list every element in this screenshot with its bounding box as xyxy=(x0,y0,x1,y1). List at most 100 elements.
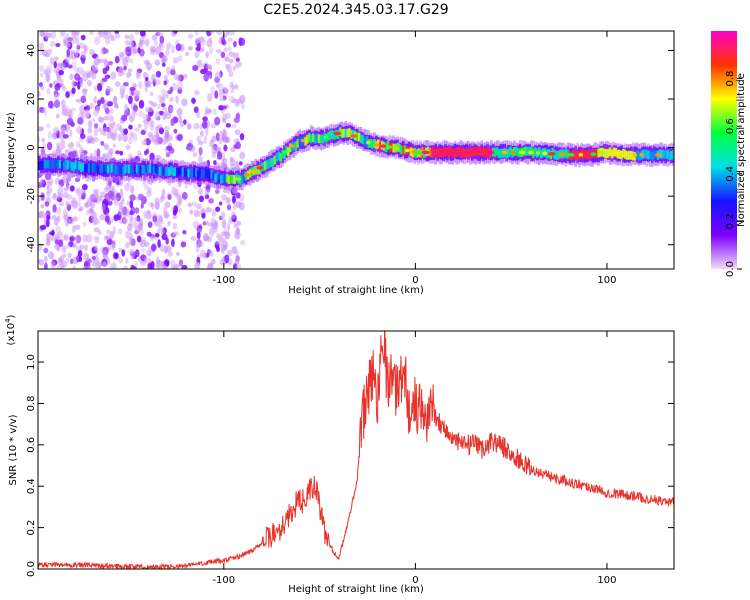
spectrogram-frame xyxy=(37,30,675,270)
noise-blob xyxy=(196,203,202,210)
noise-blob xyxy=(72,243,77,249)
ridge-cell xyxy=(129,165,133,175)
noise-blob xyxy=(53,132,58,138)
ridge-cell xyxy=(41,160,45,170)
noise-blob xyxy=(173,205,179,214)
noise-blob xyxy=(75,201,81,208)
noise-blob xyxy=(122,217,129,225)
noise-blob xyxy=(97,99,101,107)
noise-blob xyxy=(137,110,144,117)
ridge-cell xyxy=(105,163,108,173)
ridge-cell xyxy=(174,167,177,176)
noise-blob xyxy=(172,222,178,230)
noise-blob xyxy=(133,92,140,100)
ridge-cell xyxy=(298,136,302,146)
noise-blob xyxy=(158,31,164,37)
ridge-cell xyxy=(628,150,631,160)
noise-blob xyxy=(145,38,150,47)
noise-blob xyxy=(93,235,100,241)
noise-blob xyxy=(235,192,241,199)
noise-blob xyxy=(221,136,228,142)
noise-blob xyxy=(232,65,236,71)
noise-blob xyxy=(107,60,114,66)
noise-blob xyxy=(161,89,167,97)
noise-blob xyxy=(106,229,111,235)
noise-blob xyxy=(102,250,107,259)
ridge-cell xyxy=(45,159,49,169)
ridge-cell xyxy=(277,151,280,161)
ridge-cell xyxy=(499,148,503,158)
ridge-cell xyxy=(147,164,150,174)
ridge-cell xyxy=(103,165,106,174)
noise-blob xyxy=(215,240,219,246)
ridge-cell xyxy=(647,150,650,160)
ridge-cell xyxy=(164,167,167,177)
noise-blob xyxy=(91,117,96,123)
ridge-cell xyxy=(463,149,466,158)
noise-blob xyxy=(71,87,76,95)
noise-blob xyxy=(225,122,231,128)
ridge-cell xyxy=(357,132,361,142)
noise-blob xyxy=(72,265,77,269)
ridge-cell xyxy=(440,148,443,157)
noise-blob xyxy=(62,175,68,184)
ridge-cell xyxy=(279,153,282,162)
noise-blob xyxy=(106,238,113,246)
noise-blob xyxy=(82,265,89,269)
noise-blob xyxy=(199,123,203,130)
noise-blob xyxy=(164,126,170,132)
noise-blob xyxy=(219,258,224,266)
noise-blob xyxy=(154,59,160,66)
noise-blob xyxy=(138,99,145,109)
ridge-cell xyxy=(306,134,309,144)
ridge-cell xyxy=(254,165,257,175)
ridge-cell xyxy=(610,149,614,159)
noise-blob xyxy=(72,216,79,222)
ridge-cell xyxy=(308,133,311,142)
ridge-peak xyxy=(373,143,380,147)
noise-blob xyxy=(178,115,183,124)
ridge-cell xyxy=(64,159,68,169)
noise-blob xyxy=(234,60,241,68)
noise-blob xyxy=(63,208,69,215)
snr-y-tick-label: 0.0 xyxy=(26,561,37,577)
noise-blob xyxy=(52,204,57,213)
noise-blob xyxy=(176,134,183,142)
noise-blob xyxy=(164,132,169,142)
noise-blob xyxy=(224,254,230,264)
noise-blob xyxy=(51,31,57,39)
noise-blob xyxy=(129,199,134,209)
noise-blob xyxy=(78,207,83,213)
ridge-cell xyxy=(446,147,449,156)
ridge-cell xyxy=(189,168,192,178)
noise-blob xyxy=(197,154,203,164)
noise-blob xyxy=(221,194,227,201)
ridge-cell xyxy=(135,164,139,174)
noise-blob xyxy=(196,59,203,68)
noise-blob xyxy=(65,91,70,99)
noise-blob xyxy=(55,225,61,235)
noise-blob xyxy=(151,34,158,41)
noise-blob xyxy=(100,96,105,105)
noise-blob xyxy=(214,90,219,99)
noise-blob xyxy=(53,68,60,74)
ridge-cell xyxy=(269,158,273,167)
ridge-cell xyxy=(515,146,518,156)
noise-blob xyxy=(173,231,180,237)
ridge-cell xyxy=(620,150,623,160)
ridge-cell xyxy=(233,175,236,184)
ridge-peak xyxy=(501,150,508,155)
noise-blob xyxy=(171,82,178,91)
ridge-cell xyxy=(340,129,344,138)
ridge-cell xyxy=(474,147,478,156)
noise-blob xyxy=(69,129,73,137)
noise-blob xyxy=(114,104,119,109)
snr-x-tick-label: 100 xyxy=(597,575,616,586)
snr-scale-note: (x104) xyxy=(4,314,17,345)
noise-blob xyxy=(122,59,129,67)
ridge-cell xyxy=(365,136,369,145)
noise-blob xyxy=(71,80,76,88)
noise-blob xyxy=(66,243,71,249)
noise-blob xyxy=(39,65,45,73)
ridge-cell xyxy=(74,160,77,170)
